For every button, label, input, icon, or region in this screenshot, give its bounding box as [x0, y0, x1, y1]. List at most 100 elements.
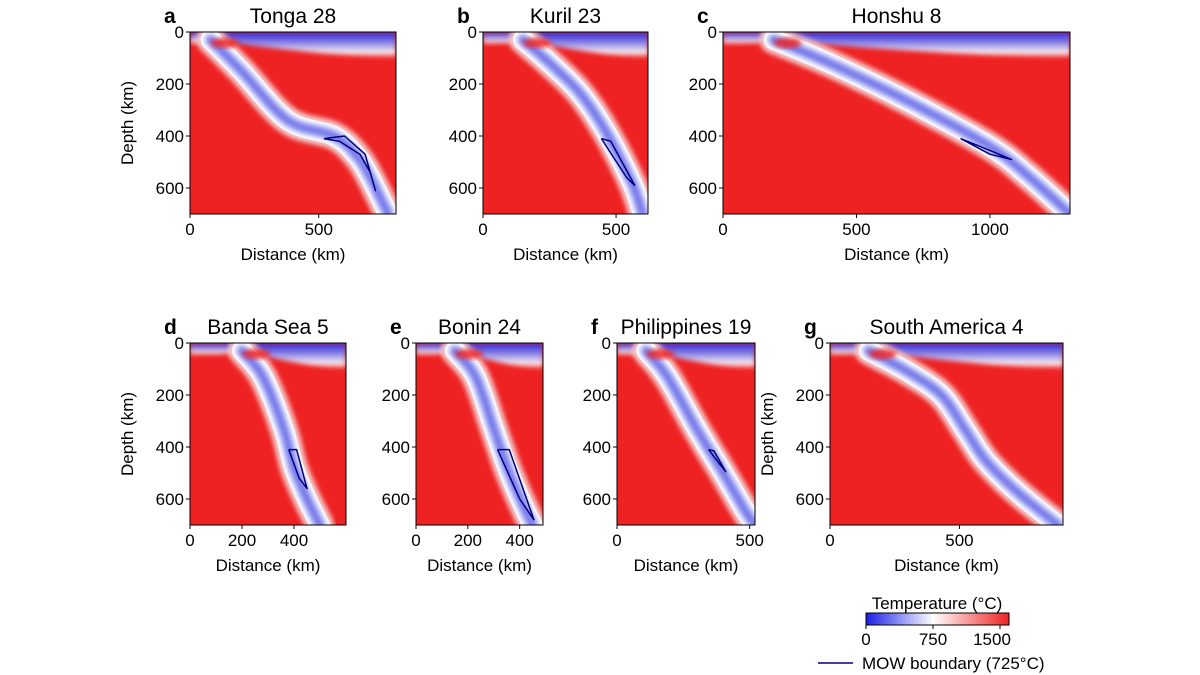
colorbar-tick-label: 1500: [973, 630, 1011, 649]
slab-core: [451, 347, 536, 525]
y-tick-label: 0: [602, 334, 611, 353]
mantle-wedge-tip: [454, 349, 483, 359]
x-tick-label: 500: [602, 220, 630, 239]
colorbar-title: Temperature (°C): [872, 594, 1003, 613]
x-axis-label: Distance (km): [634, 556, 739, 575]
panel-letter: g: [804, 316, 817, 339]
y-tick-label: 200: [796, 386, 824, 405]
plot-frame: [722, 31, 1071, 215]
panel-title: Philippines 19: [621, 316, 752, 339]
y-axis-label: Depth (km): [758, 392, 777, 476]
mantle-wedge-tip: [646, 349, 675, 359]
plot-frame: [189, 342, 347, 526]
y-tick-label: 400: [156, 438, 184, 457]
panel-letter: e: [390, 316, 402, 339]
y-tick-label: 200: [156, 75, 184, 94]
y-tick-label: 600: [449, 179, 477, 198]
y-tick-label: 0: [815, 334, 824, 353]
heatmap-field: [190, 343, 346, 525]
x-axis-label: Distance (km): [513, 245, 618, 264]
plot-frame: [616, 342, 756, 526]
x-tick-label: 500: [305, 220, 333, 239]
mow-boundary-line: [323, 135, 377, 192]
heatmap-field: [830, 343, 1063, 525]
panel-south-america: 0 200 400 600 0 500 Distance (km) Depth (km) Sou…: [758, 316, 1064, 575]
y-tick-label: 400: [382, 438, 410, 457]
legend-label: MOW boundary (725°C): [862, 654, 1045, 673]
lithosphere-overriding: [868, 343, 1063, 369]
x-axis-label: Distance (km): [427, 556, 532, 575]
x-axis-label: Distance (km): [894, 556, 999, 575]
y-tick-label: 0: [401, 334, 410, 353]
x-tick-label: 400: [505, 531, 533, 550]
heatmap-field: [416, 343, 543, 525]
heatmap-field: [723, 32, 1070, 214]
heatmap-field: [617, 343, 755, 525]
x-tick-label: 500: [842, 220, 870, 239]
x-tick-label: 500: [736, 531, 764, 550]
mow-boundary-line: [496, 448, 535, 521]
y-axis-label: Depth (km): [118, 81, 137, 165]
heatmap-field: [483, 32, 648, 214]
panel-letter: f: [591, 316, 599, 339]
x-tick-label: 0: [185, 531, 194, 550]
panel-bonin: 0 200 400 600 0 200 400 Distance (km) Bonin 24 e: [382, 316, 544, 575]
panel-letter: a: [164, 5, 176, 28]
panel-kuril: 0 200 400 600 0 500 Distance (km) Kuril 23 b: [449, 5, 649, 264]
y-tick-label: 0: [468, 23, 477, 42]
lithosphere-overriding: [773, 32, 1070, 58]
panel-letter: c: [697, 5, 709, 28]
plot-frame: [482, 31, 649, 215]
x-tick-label: 0: [612, 531, 621, 550]
colorbar-tick-label: 0: [861, 630, 870, 649]
y-tick-label: 600: [156, 490, 184, 509]
lithosphere-overriding: [210, 32, 396, 58]
x-tick-label: 0: [718, 220, 727, 239]
x-tick-label: 0: [825, 531, 834, 550]
panel-letter: d: [164, 316, 177, 339]
panel-title: Bonin 24: [438, 316, 521, 339]
lithosphere-overriding: [522, 32, 648, 58]
mantle-wedge-tip: [868, 349, 897, 359]
mow-boundary-line: [288, 448, 308, 490]
y-tick-label: 600: [796, 490, 824, 509]
y-tick-label: 400: [449, 127, 477, 146]
mow-boundary-line: [708, 448, 727, 473]
y-tick-label: 200: [156, 386, 184, 405]
mow-boundary-line: [960, 137, 1013, 161]
panel-title: Banda Sea 5: [207, 316, 328, 339]
mantle-wedge-tip: [210, 38, 239, 48]
y-tick-label: 200: [689, 75, 717, 94]
y-tick-label: 200: [583, 386, 611, 405]
plot-frame: [829, 342, 1064, 526]
panel-title: South America 4: [869, 316, 1023, 339]
plot-frame: [415, 342, 544, 526]
panel-letter: b: [457, 5, 470, 28]
mantle-wedge-tip: [522, 38, 551, 48]
panel-honshu: 0 200 400 600 0 500 1000 Distance (km) Honshu 8 c: [689, 5, 1071, 264]
lithosphere-overriding: [454, 343, 543, 369]
plot-frame: [189, 31, 397, 215]
y-tick-label: 400: [796, 438, 824, 457]
x-tick-label: 200: [454, 531, 482, 550]
y-tick-label: 600: [156, 179, 184, 198]
panel-philippines: 0 200 400 600 0 500 Distance (km) Philippines 1…: [583, 316, 764, 575]
panel-title: Tonga 28: [250, 5, 336, 28]
x-tick-label: 0: [478, 220, 487, 239]
panel-tonga: 0 200 400 600 0 500 Distance (km) Depth (km) Ton…: [118, 5, 397, 264]
colorbar-tick-label: 750: [919, 630, 947, 649]
y-tick-label: 0: [708, 23, 717, 42]
mantle-background: [723, 32, 1070, 214]
panel-title: Kuril 23: [530, 5, 601, 28]
y-tick-label: 0: [175, 334, 184, 353]
slab-core: [770, 36, 1070, 214]
x-tick-label: 1000: [971, 220, 1009, 239]
lithosphere-overriding: [242, 343, 346, 369]
y-tick-label: 200: [449, 75, 477, 94]
y-tick-label: 400: [583, 438, 611, 457]
colorbar-gradient: [865, 612, 1010, 626]
colorbar: Temperature (°C) 0 750 1500: [861, 594, 1011, 649]
y-tick-label: 0: [175, 23, 184, 42]
x-axis-label: Distance (km): [216, 556, 321, 575]
